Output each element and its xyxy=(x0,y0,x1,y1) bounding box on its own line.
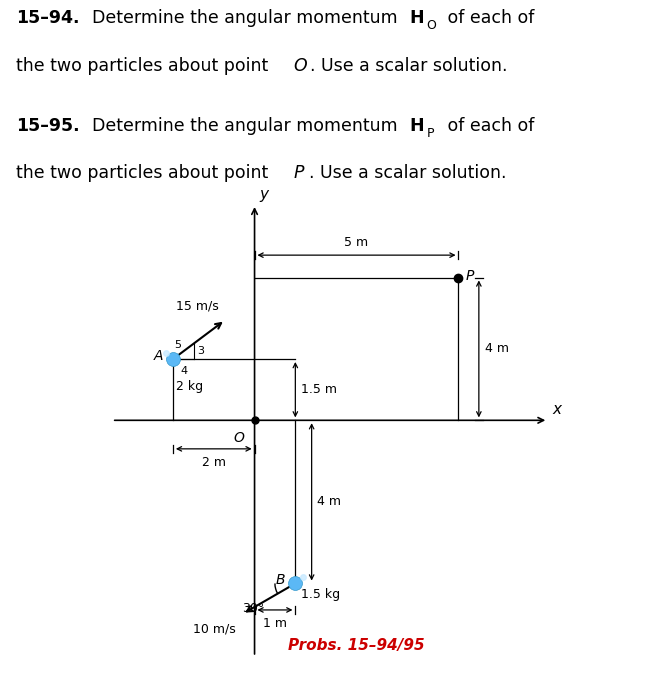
Text: 5: 5 xyxy=(174,340,182,349)
Text: 15–94.: 15–94. xyxy=(16,10,80,27)
Text: P: P xyxy=(294,164,304,183)
Text: 1.5 m: 1.5 m xyxy=(302,383,337,396)
Text: O: O xyxy=(234,430,244,444)
Text: the two particles about point: the two particles about point xyxy=(16,57,272,75)
Text: 4 m: 4 m xyxy=(317,496,341,508)
Text: B: B xyxy=(276,573,285,587)
Text: of each of: of each of xyxy=(442,10,535,27)
Text: of each of: of each of xyxy=(442,117,535,135)
Text: 5 m: 5 m xyxy=(345,236,368,249)
Text: 4 m: 4 m xyxy=(485,342,509,356)
Text: Determine the angular momentum: Determine the angular momentum xyxy=(92,10,401,27)
Text: Probs. 15–94/95: Probs. 15–94/95 xyxy=(288,638,425,653)
Text: y: y xyxy=(259,187,269,202)
Text: 30°: 30° xyxy=(242,602,265,615)
Text: O: O xyxy=(294,57,308,75)
Text: H: H xyxy=(409,117,424,135)
Text: 15 m/s: 15 m/s xyxy=(176,300,218,313)
Text: P: P xyxy=(426,127,434,139)
Text: 15–95.: 15–95. xyxy=(16,117,80,135)
Text: 2 m: 2 m xyxy=(202,456,226,469)
Text: 3: 3 xyxy=(197,346,205,356)
Text: H: H xyxy=(409,10,424,27)
Text: O: O xyxy=(426,19,436,32)
Text: P: P xyxy=(466,269,474,283)
Text: Determine the angular momentum: Determine the angular momentum xyxy=(92,117,401,135)
Text: the two particles about point: the two particles about point xyxy=(16,164,272,183)
Text: 1.5 kg: 1.5 kg xyxy=(302,587,341,601)
Text: 1 m: 1 m xyxy=(263,617,287,630)
Text: . Use a scalar solution.: . Use a scalar solution. xyxy=(310,57,508,75)
Text: x: x xyxy=(552,402,561,417)
Text: 10 m/s: 10 m/s xyxy=(193,622,236,635)
Text: 2 kg: 2 kg xyxy=(176,379,203,393)
Text: A: A xyxy=(153,349,163,363)
Text: . Use a scalar solution.: . Use a scalar solution. xyxy=(309,164,506,183)
Text: 4: 4 xyxy=(180,367,187,377)
